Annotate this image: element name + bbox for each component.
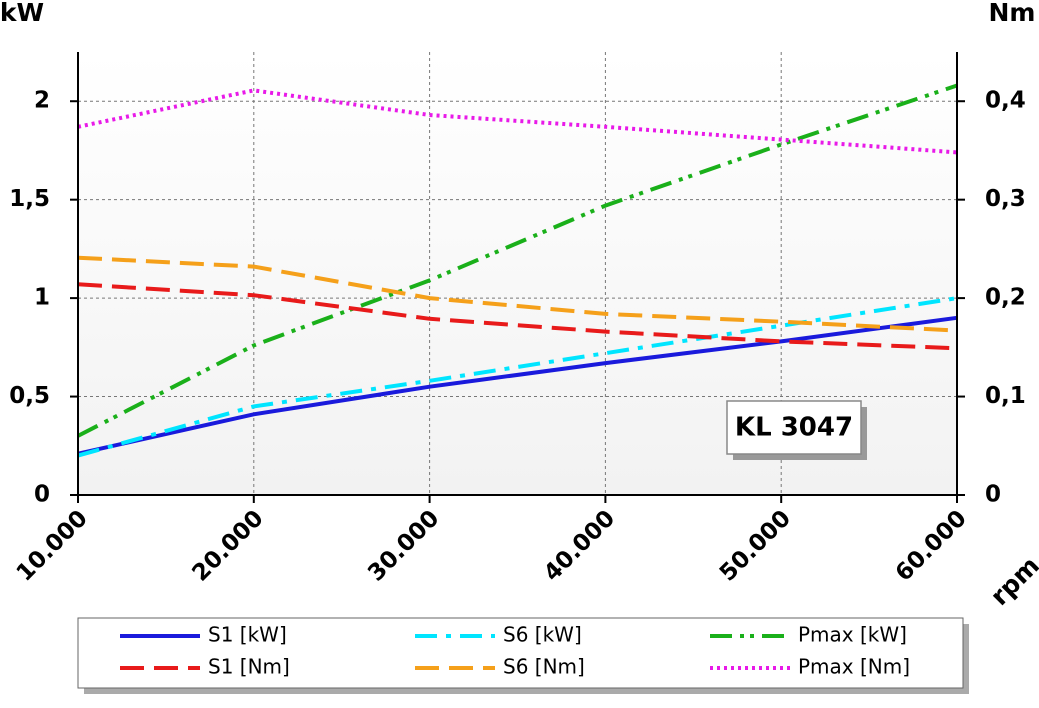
x-tick-label: 60.000 <box>891 505 972 586</box>
legend <box>77 617 964 689</box>
y2-tick-label: 0,3 <box>985 186 1026 212</box>
series-line <box>77 255 958 333</box>
x-tick-label: 30.000 <box>363 505 444 586</box>
annotation-box <box>726 400 862 455</box>
x-tick-label: 10.000 <box>12 505 93 586</box>
series-line <box>77 315 958 456</box>
legend-label: S6 [Nm] <box>503 655 585 679</box>
legend-label: S1 [kW] <box>208 623 287 647</box>
x-axis-label: rpm <box>985 551 1039 611</box>
y-tick-label: 0 <box>34 482 50 508</box>
legend-label: Pmax [kW] <box>798 623 907 647</box>
x-tick-label: 40.000 <box>539 505 620 586</box>
series-line <box>77 296 958 458</box>
y2-tick-label: 0,2 <box>985 285 1026 311</box>
series-line <box>77 88 958 155</box>
series-line <box>77 83 958 438</box>
y-tick-label: 1,5 <box>9 186 50 212</box>
legend-label: Pmax [Nm] <box>798 655 910 679</box>
y2-tick-label: 0,4 <box>985 88 1026 114</box>
y2-axis-label: Nm <box>989 0 1036 27</box>
y-axis-label: kW <box>0 0 44 27</box>
series-line <box>77 282 958 351</box>
legend-label: S6 [kW] <box>503 623 582 647</box>
legend-label: S1 [Nm] <box>208 655 290 679</box>
x-tick-label: 20.000 <box>187 505 268 586</box>
x-tick-label: 50.000 <box>715 505 796 586</box>
y-tick-label: 1 <box>34 285 50 311</box>
y2-tick-label: 0 <box>985 482 1001 508</box>
y2-tick-label: 0,1 <box>985 383 1026 409</box>
y-tick-label: 2 <box>34 88 50 114</box>
annotation: KL 3047 <box>735 413 853 443</box>
y-tick-label: 0,5 <box>9 383 50 409</box>
